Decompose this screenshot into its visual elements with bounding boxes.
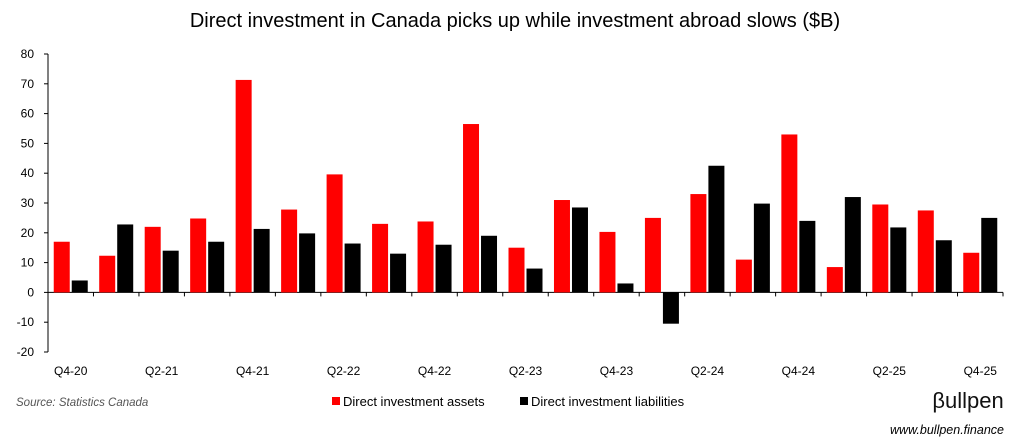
y-tick-label: 0 [27,285,34,299]
x-tick-label: Q2-25 [873,364,907,378]
bar-liabilities-Q2-24 [708,165,725,293]
legend-label-liabilities: Direct investment liabilities [531,394,685,409]
bar-liabilities-Q4-20 [71,280,88,293]
bar-liabilities-Q3-25 [935,240,952,293]
y-tick-label: 10 [21,256,35,270]
bar-liabilities-Q4-22 [435,244,452,293]
bar-assets-Q3-21 [190,218,207,293]
bar-assets-Q4-21 [235,79,252,293]
x-tick-label: Q4-21 [236,364,270,378]
x-tick-label: Q2-22 [327,364,361,378]
bar-assets-Q3-23 [553,200,570,293]
bars-group [53,79,998,324]
y-tick-label: 20 [21,226,35,240]
bar-liabilities-Q4-21 [253,228,270,293]
chart-title: Direct investment in Canada picks up whi… [190,10,840,32]
bar-liabilities-Q1-21 [117,224,134,293]
brand-logo: βullpen [932,388,1003,413]
bar-liabilities-Q1-25 [844,197,861,293]
bar-assets-Q1-21 [99,255,116,293]
source-note: Source: Statistics Canada [16,397,148,409]
y-tick-label: 60 [21,107,35,121]
x-tick-label: Q4-23 [600,364,634,378]
bar-assets-Q3-24 [735,259,752,293]
y-tick-label: -10 [17,315,35,329]
bar-assets-Q1-24 [644,217,661,293]
x-tick-label: Q4-24 [782,364,816,378]
bar-liabilities-Q4-23 [617,283,634,293]
bar-assets-Q4-20 [53,241,70,293]
y-axis: 80 70 60 50 40 30 20 10 0 -10 -20 [17,47,49,359]
y-tick-label: 30 [21,196,35,210]
legend: Direct investment assets Direct investmen… [332,394,685,409]
x-tick-label: Q2-21 [145,364,179,378]
bar-liabilities-Q2-21 [162,250,179,293]
y-tick-label: 50 [21,136,35,150]
x-axis: Q4-20 Q2-21 Q4-21 Q2-22 Q4-22 Q2-23 Q4-23 Q2-24… [47,291,1004,378]
bar-liabilities-Q1-22 [299,233,316,293]
legend-swatch-liabilities [520,397,528,405]
x-tick-label: Q2-23 [509,364,543,378]
bar-liabilities-Q3-24 [753,203,770,293]
bar-assets-Q4-25 [963,252,980,293]
bar-assets-Q2-24 [690,194,707,293]
bar-assets-Q2-25 [872,204,889,293]
legend-label-assets: Direct investment assets [343,394,485,409]
bar-assets-Q2-22 [326,174,343,293]
bar-liabilities-Q4-24 [799,220,816,293]
bar-liabilities-Q2-22 [344,243,361,293]
bar-assets-Q1-23 [463,124,480,293]
brand-url: www.bullpen.finance [890,423,1004,437]
bar-liabilities-Q2-23 [526,268,543,293]
bar-assets-Q2-21 [144,226,161,293]
y-tick-label: -20 [17,345,35,359]
bar-liabilities-Q1-23 [481,235,498,293]
bar-assets-Q1-22 [281,209,298,293]
bar-assets-Q1-25 [826,267,843,293]
bar-assets-Q4-23 [599,231,616,293]
x-tick-label: Q4-22 [418,364,452,378]
bar-assets-Q2-23 [508,247,525,293]
y-tick-label: 70 [21,77,35,91]
bar-liabilities-Q4-25 [981,217,998,293]
y-tick-label: 80 [21,47,35,61]
bar-assets-Q3-22 [372,223,389,293]
bar-assets-Q3-25 [917,210,934,293]
bar-liabilities-Q2-25 [890,227,907,293]
legend-swatch-assets [332,397,340,405]
bar-liabilities-Q3-22 [390,253,407,293]
x-tick-label: Q2-24 [691,364,725,378]
bar-assets-Q4-24 [781,134,798,293]
x-tick-label: Q4-25 [964,364,998,378]
bar-assets-Q4-22 [417,221,434,293]
bar-liabilities-Q1-24 [662,292,679,324]
y-tick-label: 40 [21,166,35,180]
bar-liabilities-Q3-23 [571,207,588,293]
x-tick-label: Q4-20 [54,364,88,378]
bar-liabilities-Q3-21 [208,241,225,293]
